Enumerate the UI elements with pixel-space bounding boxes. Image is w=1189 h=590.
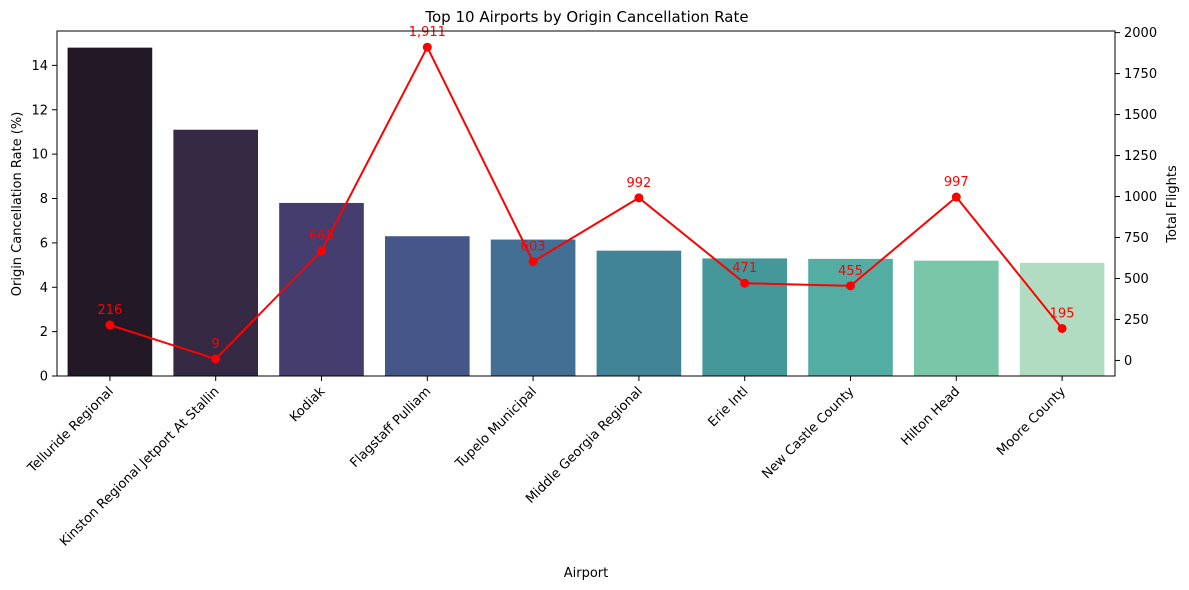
bar-4 [384, 236, 470, 376]
x-tick-label: New Castle County [759, 384, 857, 482]
x-tick-label: Telluride Regional [24, 384, 116, 476]
line-data-label-2: 9 [212, 337, 220, 352]
y2-tick-label: 500 [1124, 272, 1149, 287]
line-point-1 [105, 320, 115, 330]
line-point-2 [211, 354, 221, 364]
y-tick-label: 2 [40, 325, 48, 340]
line-data-label-1: 216 [97, 303, 122, 318]
line-data-label-10: 195 [1050, 306, 1075, 321]
x-axis-title: Airport [564, 566, 609, 581]
y2-tick-label: 2000 [1124, 26, 1157, 41]
line-data-label-9: 997 [944, 175, 969, 190]
x-tick-label: Kodiak [287, 384, 328, 425]
y-tick-label: 14 [31, 59, 48, 74]
line-layer [105, 42, 1067, 364]
plot-frame [56, 30, 1116, 377]
y-tick-label: 6 [40, 236, 48, 251]
bar-6 [596, 250, 682, 376]
line-point-4 [422, 42, 432, 52]
y2-tick-label: 750 [1124, 231, 1149, 246]
y-tick-label: 10 [31, 148, 48, 163]
y-axis-title: Origin Cancellation Rate (%) [10, 112, 25, 297]
y2-axis-title: Total Flights [1165, 165, 1180, 244]
y2-tick-label: 0 [1124, 354, 1132, 369]
bar-7 [702, 258, 788, 376]
line-data-label-5: 603 [521, 240, 546, 255]
line-point-9 [951, 192, 961, 202]
x-tick-label: Tupelo Municipal [452, 384, 540, 472]
x-tick-label: Moore County [994, 384, 1069, 459]
line-data-label-8: 455 [838, 264, 863, 279]
line-data-label-6: 992 [626, 176, 651, 191]
line-data-label-3: 668 [309, 229, 334, 244]
x-tick-label: Middle Georgia Regional [523, 384, 646, 507]
line-point-5 [528, 257, 538, 267]
chart-title: Top 10 Airports by Origin Cancellation R… [424, 8, 748, 26]
bar-8 [808, 258, 893, 376]
y2-tick-label: 1750 [1124, 67, 1157, 82]
total-flights-line [109, 44, 1063, 361]
bar-9 [913, 260, 999, 376]
y2-tick-label: 250 [1124, 313, 1149, 328]
y-axis-right: 0 250 500 750 1000 1250 1500 1750 2000 [1115, 26, 1157, 369]
line-data-label-7: 471 [732, 261, 757, 276]
y-tick-label: 0 [40, 370, 48, 385]
data-labels-layer: 216 9 668 1,911 603 992 471 455 997 195 [97, 25, 1074, 352]
y2-tick-label: 1250 [1124, 149, 1157, 164]
x-tick-label: Flagstaff Pulliam [347, 384, 434, 471]
y-tick-label: 8 [40, 192, 48, 207]
bars-layer [67, 47, 1105, 377]
bar-2 [173, 129, 259, 376]
line-point-3 [317, 246, 326, 256]
y-tick-label: 4 [40, 281, 48, 296]
line-point-7 [740, 278, 750, 288]
x-tick-label: Hilton Head [898, 384, 963, 449]
y2-tick-label: 1500 [1124, 108, 1157, 123]
line-point-6 [634, 193, 644, 203]
x-tick-label: Erie Intl [706, 384, 752, 430]
line-point-8 [846, 281, 855, 291]
bar-10 [1019, 262, 1105, 376]
y-axis-left: 0 2 4 6 8 10 12 14 [31, 59, 57, 385]
y2-tick-label: 1000 [1124, 190, 1157, 205]
line-point-10 [1057, 323, 1067, 333]
y-tick-label: 12 [31, 103, 48, 118]
line-data-label-4: 1,911 [409, 25, 446, 40]
bar-3 [279, 202, 364, 376]
